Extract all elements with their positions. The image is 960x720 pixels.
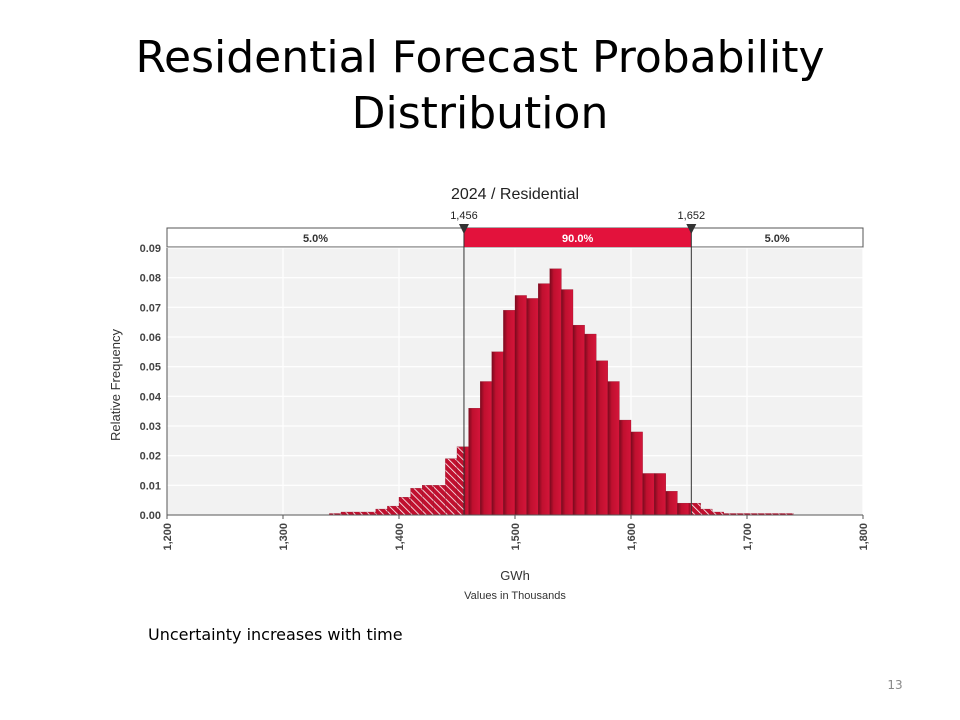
x-tick-label: 1,200 [162,523,174,551]
slide-caption: Uncertainty increases with time [148,625,403,644]
probability-band: 5.0% 90.0% 5.0% [166,227,864,248]
page-number: 13 [887,678,903,692]
histogram-bar [410,488,423,516]
x-tick-label: 1,600 [626,523,638,551]
percentile-lines [463,230,692,515]
band-right-label: 5.0% [765,233,790,245]
histogram-bar [665,491,678,516]
histogram-bar [422,485,434,516]
x-axis-sublabel: Values in Thousands [464,590,566,602]
histogram-bar [514,295,527,516]
histogram-bar [596,360,608,516]
histogram-bar [700,508,713,516]
slide-title: Residential Forecast Probability Distrib… [0,30,960,142]
x-tick-label: 1,800 [858,523,870,551]
histogram-bar [691,502,701,516]
x-tick-label: 1,300 [278,523,290,551]
histogram-bar [463,446,469,516]
histogram-bar [630,431,643,516]
band-middle-fill [463,228,692,247]
band-middle-label: 90.0% [562,233,593,245]
chart-title: 2024 / Residential [451,186,579,203]
histogram-bar [538,283,550,516]
histogram-bar [491,351,504,516]
y-tick-label: 0.00 [140,510,161,522]
histogram-bar [642,473,655,516]
x-tick-label: 1,400 [394,523,406,551]
y-tick-label: 0.02 [140,451,161,463]
histogram-bar [387,505,400,516]
y-tick-label: 0.04 [140,391,162,403]
histogram-bar [677,502,690,516]
y-tick-label: 0.01 [140,480,161,492]
histogram-bar [375,508,388,516]
x-tick-labels: 1,200 1,300 1,400 1,500 1,600 1,700 1,800 [162,515,870,551]
band-left-label: 5.0% [303,233,328,245]
marker-triangle [686,224,697,234]
x-tick-label: 1,500 [510,523,522,551]
y-tick-label: 0.08 [140,273,161,285]
histogram-bar [526,298,539,516]
histogram-bar [480,381,492,516]
histogram-bar [433,485,446,516]
marker-triangle [458,224,469,234]
y-axis-label: Relative Frequency [108,329,123,441]
histogram-bar [549,268,562,516]
histogram-bar [468,408,481,516]
percentile-markers: 1,456 1,652 [450,210,705,234]
slide-title-line1: Residential Forecast Probability [135,32,825,83]
y-tick-label: 0.07 [140,302,161,314]
histogram-chart: 2024 / Residential 5.0% 90.0% 5.0% 1,456 1,… [108,186,870,602]
histogram-bar [456,446,465,516]
x-axis-label: GWh [500,568,530,583]
histogram-bar [561,289,574,516]
histogram-bar [607,381,620,516]
marker-label: 1,652 [678,210,706,222]
y-tick-label: 0.09 [140,243,161,255]
y-tick-label: 0.05 [140,362,161,374]
y-tick-labels: 0.00 0.01 0.02 0.03 0.04 0.05 0.06 0.07 0.08 0.09 [140,243,162,522]
histogram-bar [619,419,632,516]
histogram-bar [654,473,666,516]
histogram-bar [572,324,585,516]
x-tick-label: 1,700 [742,523,754,551]
histogram-bar [503,310,516,516]
histogram-bar [445,458,458,516]
marker-label: 1,456 [450,210,478,222]
slide-title-line2: Distribution [351,88,609,139]
y-tick-label: 0.06 [140,332,161,344]
histogram-bar [584,333,597,516]
histogram-bar [398,497,411,516]
histogram-bars [329,268,794,516]
y-tick-label: 0.03 [140,421,161,433]
